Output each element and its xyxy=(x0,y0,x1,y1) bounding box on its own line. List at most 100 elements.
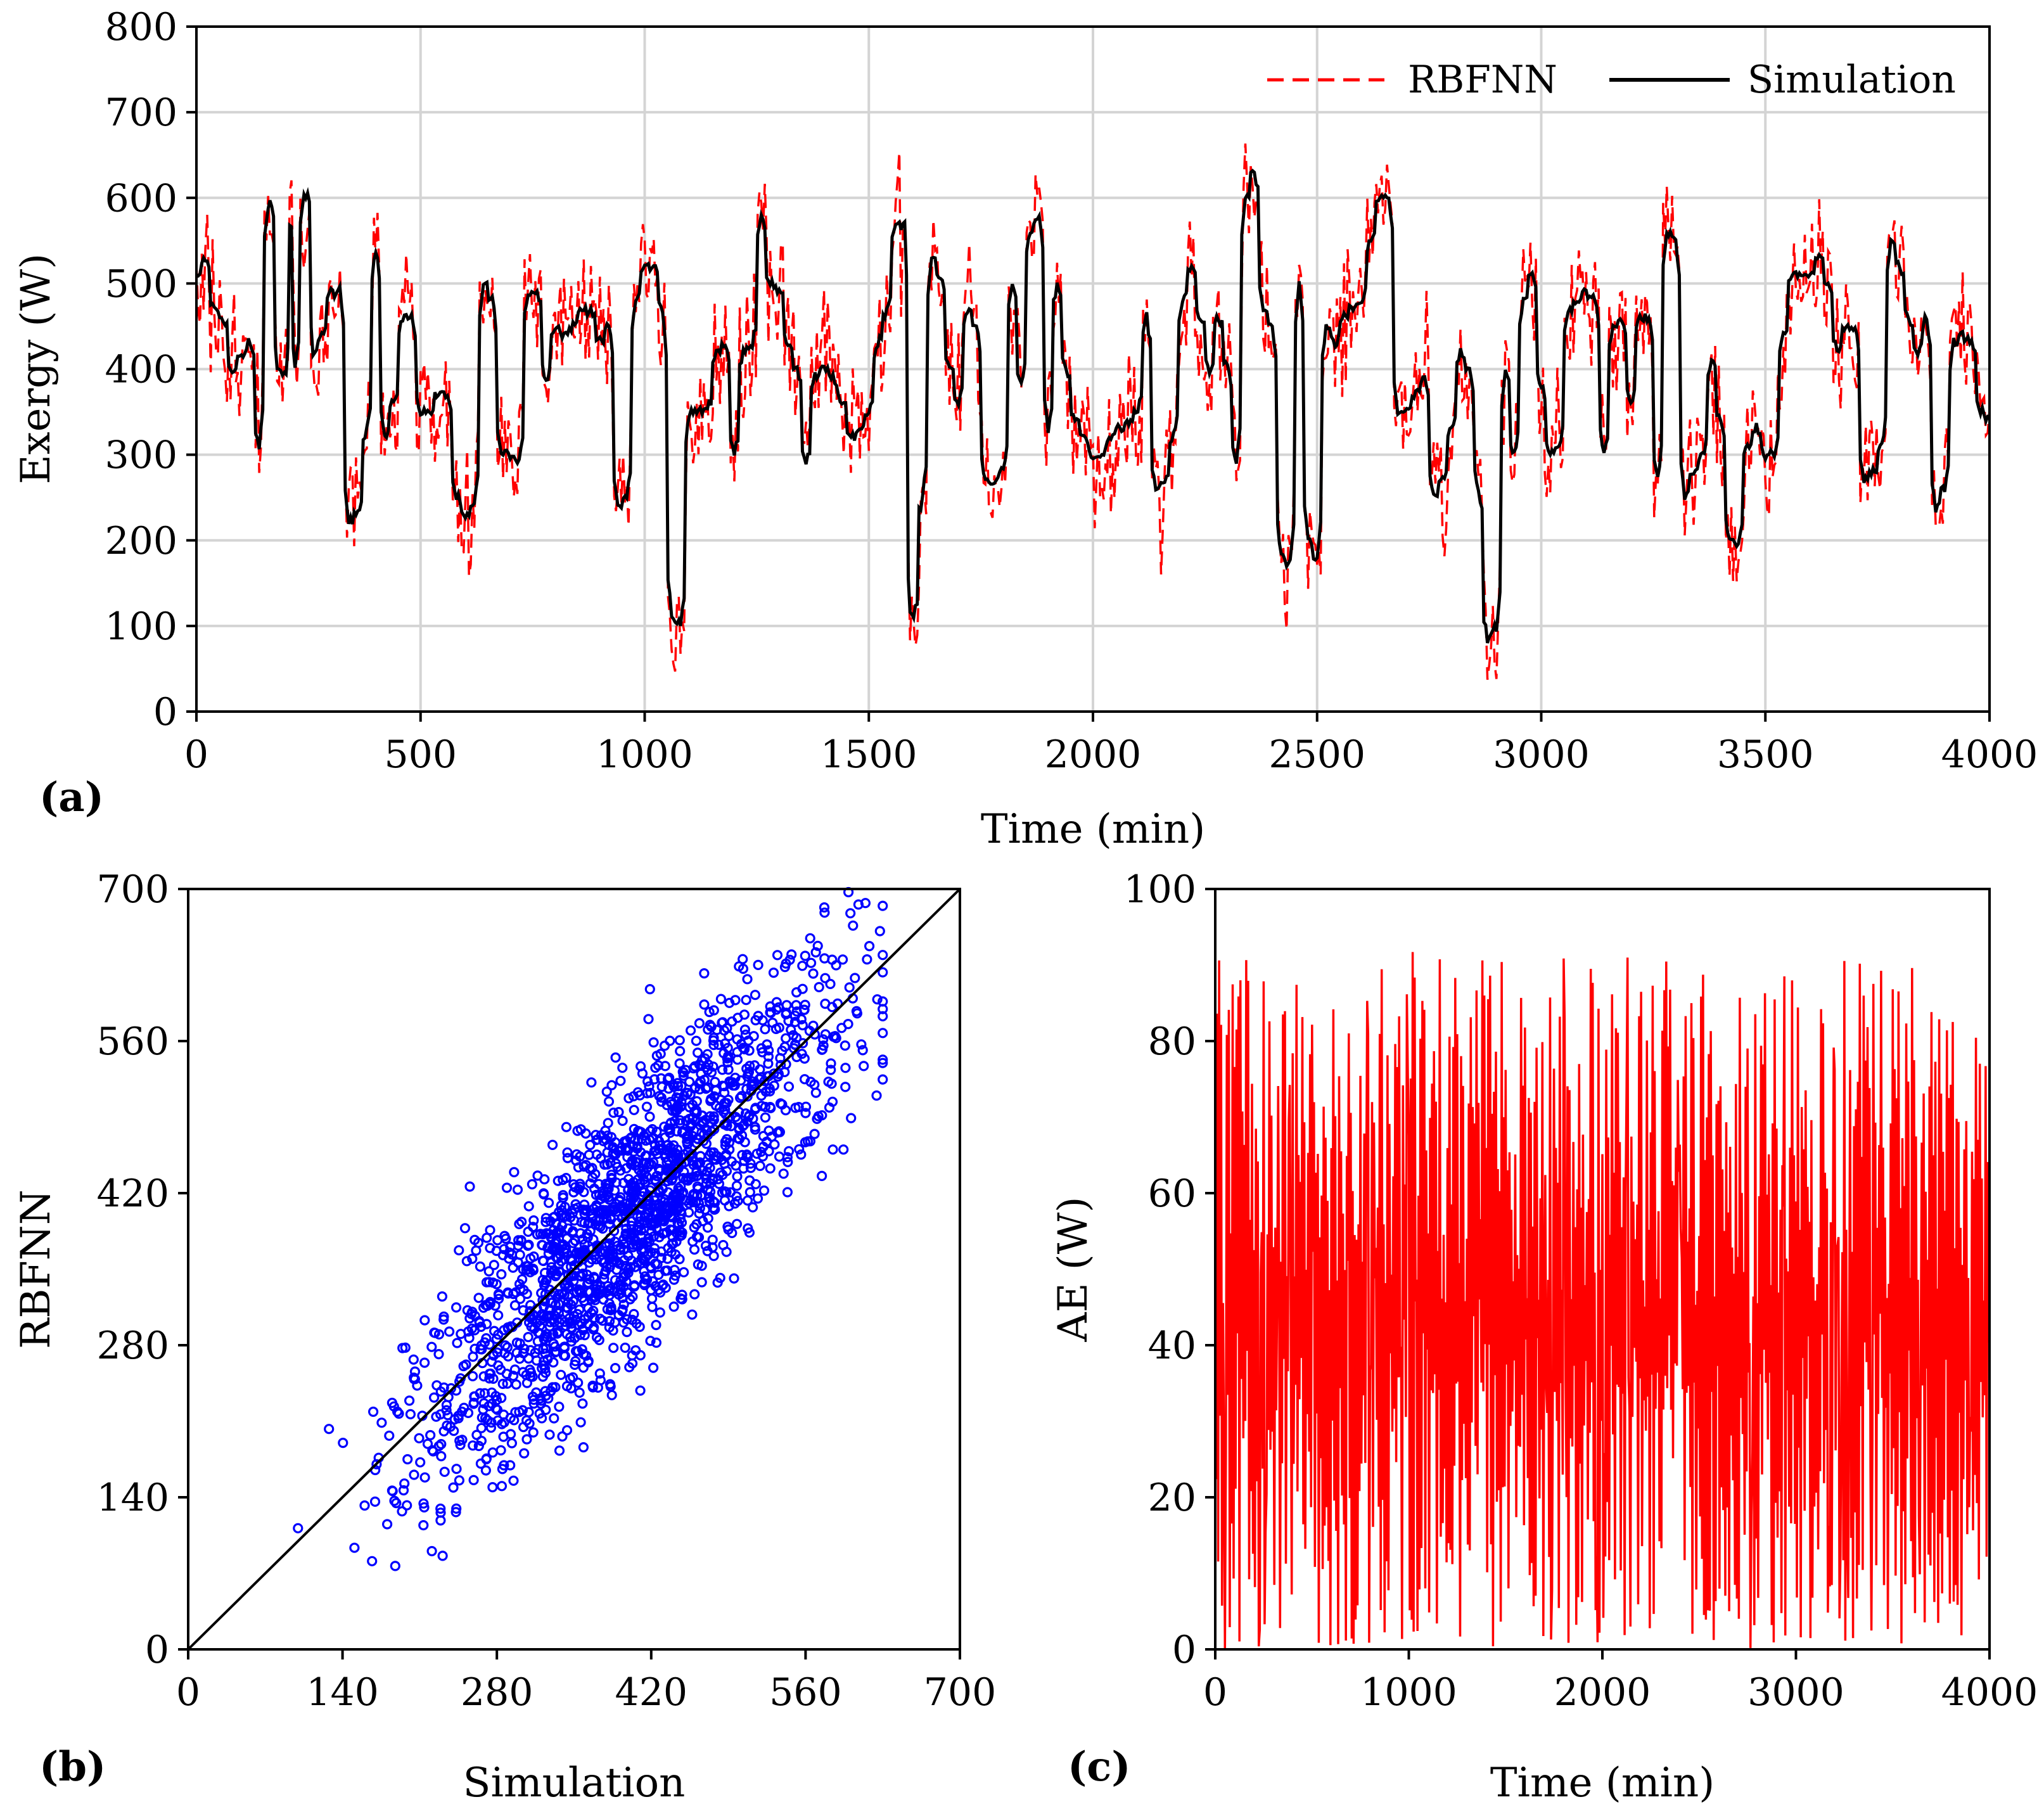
scatter-point xyxy=(756,1090,767,1101)
scatter-point xyxy=(548,1357,559,1368)
scatter-point xyxy=(805,957,817,968)
scatter-point xyxy=(632,1143,642,1154)
scatter-point xyxy=(706,1147,717,1158)
panel-c-y-tick-label: 40 xyxy=(1148,1324,1196,1368)
scatter-point xyxy=(726,1156,738,1167)
scatter-point xyxy=(575,1228,586,1239)
scatter-point xyxy=(686,1172,696,1183)
scatter-point xyxy=(779,1066,790,1078)
scatter-point xyxy=(469,1234,480,1245)
scatter-point xyxy=(481,1277,492,1288)
scatter-point xyxy=(606,1080,617,1090)
scatter-point xyxy=(659,1040,670,1051)
scatter-point xyxy=(397,1506,407,1517)
scatter-point xyxy=(487,1398,497,1409)
scatter-point xyxy=(505,1241,516,1252)
scatter-point xyxy=(585,1139,596,1151)
scatter-point xyxy=(550,1382,561,1393)
scatter-point xyxy=(488,1350,499,1361)
scatter-point xyxy=(625,1133,636,1144)
scatter-point xyxy=(549,1413,559,1424)
scatter-point xyxy=(574,1387,585,1398)
scatter-point xyxy=(653,1060,664,1071)
scatter-point xyxy=(651,1126,662,1137)
scatter-point xyxy=(739,1137,750,1148)
scatter-point xyxy=(874,926,885,937)
scatter-point xyxy=(783,1146,795,1157)
scatter-point xyxy=(622,1229,632,1239)
scatter-point xyxy=(384,1430,395,1441)
scatter-point xyxy=(767,1017,778,1028)
scatter-point xyxy=(418,1498,429,1509)
scatter-point xyxy=(631,1225,642,1236)
scatter-point xyxy=(851,1006,862,1016)
scatter-point xyxy=(562,1153,573,1163)
scatter-point xyxy=(736,1090,747,1102)
scatter-point xyxy=(429,1327,440,1338)
scatter-point xyxy=(780,1105,791,1116)
scatter-point xyxy=(513,1235,524,1246)
scatter-point xyxy=(660,1061,671,1071)
scatter-point xyxy=(840,1063,851,1073)
scatter-point xyxy=(481,1333,492,1344)
scatter-point xyxy=(623,1250,634,1262)
scatter-point xyxy=(634,1216,645,1227)
scatter-point xyxy=(644,983,655,995)
scatter-point xyxy=(656,1092,667,1103)
scatter-point xyxy=(629,1123,639,1134)
panel-a-y-tick-label: 800 xyxy=(105,5,177,49)
scatter-point xyxy=(621,1223,632,1234)
panel-b-ticks: 0 140 280 420 560 700 0 140 280 420 560 700 xyxy=(96,867,996,1715)
scatter-point xyxy=(557,1431,568,1442)
scatter-point xyxy=(674,1035,685,1045)
scatter-point xyxy=(816,1170,827,1182)
scatter-point xyxy=(589,1292,600,1303)
scatter-point xyxy=(479,1388,490,1398)
panel-c-label: (c) xyxy=(1068,1743,1131,1791)
scatter-point xyxy=(496,1269,507,1280)
scatter-point xyxy=(438,1314,449,1325)
scatter-point xyxy=(599,1246,611,1256)
scatter-point xyxy=(625,1294,636,1305)
scatter-point xyxy=(579,1330,590,1341)
scatter-point xyxy=(563,1223,573,1234)
scatter-point xyxy=(691,1170,703,1182)
scatter-point xyxy=(635,1350,646,1360)
scatter-point xyxy=(487,1387,497,1398)
scatter-point xyxy=(706,1021,717,1032)
scatter-point xyxy=(449,1426,459,1436)
scatter-point xyxy=(746,1080,757,1092)
scatter-point xyxy=(673,1093,684,1104)
scatter-point xyxy=(643,1014,654,1025)
scatter-point xyxy=(786,1025,796,1035)
scatter-point xyxy=(840,1082,851,1092)
scatter-point xyxy=(668,1301,679,1312)
scatter-point xyxy=(516,1217,527,1227)
scatter-point xyxy=(878,1011,888,1021)
scatter-point xyxy=(579,1199,590,1210)
scatter-point xyxy=(786,949,797,960)
scatter-point xyxy=(543,1198,554,1208)
scatter-point xyxy=(618,1281,629,1292)
scatter-point xyxy=(675,1045,686,1057)
scatter-point xyxy=(587,1172,598,1183)
scatter-point xyxy=(473,1293,484,1303)
scatter-point xyxy=(696,1055,708,1066)
scatter-point xyxy=(805,1077,816,1087)
panel-b-y-tick-label: 700 xyxy=(96,867,169,912)
scatter-point xyxy=(469,1391,480,1402)
scatter-point xyxy=(848,920,859,931)
scatter-point xyxy=(685,1025,696,1036)
scatter-point xyxy=(604,1379,616,1390)
scatter-point xyxy=(693,1183,703,1194)
scatter-point xyxy=(753,1011,763,1021)
scatter-point xyxy=(657,1200,668,1212)
scatter-point xyxy=(591,1332,603,1343)
scatter-point xyxy=(595,1375,606,1386)
scatter-point xyxy=(539,1189,549,1200)
scatter-point xyxy=(649,1074,660,1085)
scatter-point xyxy=(752,1193,763,1204)
scatter-point xyxy=(812,940,823,951)
scatter-point xyxy=(597,1315,608,1326)
scatter-point xyxy=(684,1102,695,1113)
